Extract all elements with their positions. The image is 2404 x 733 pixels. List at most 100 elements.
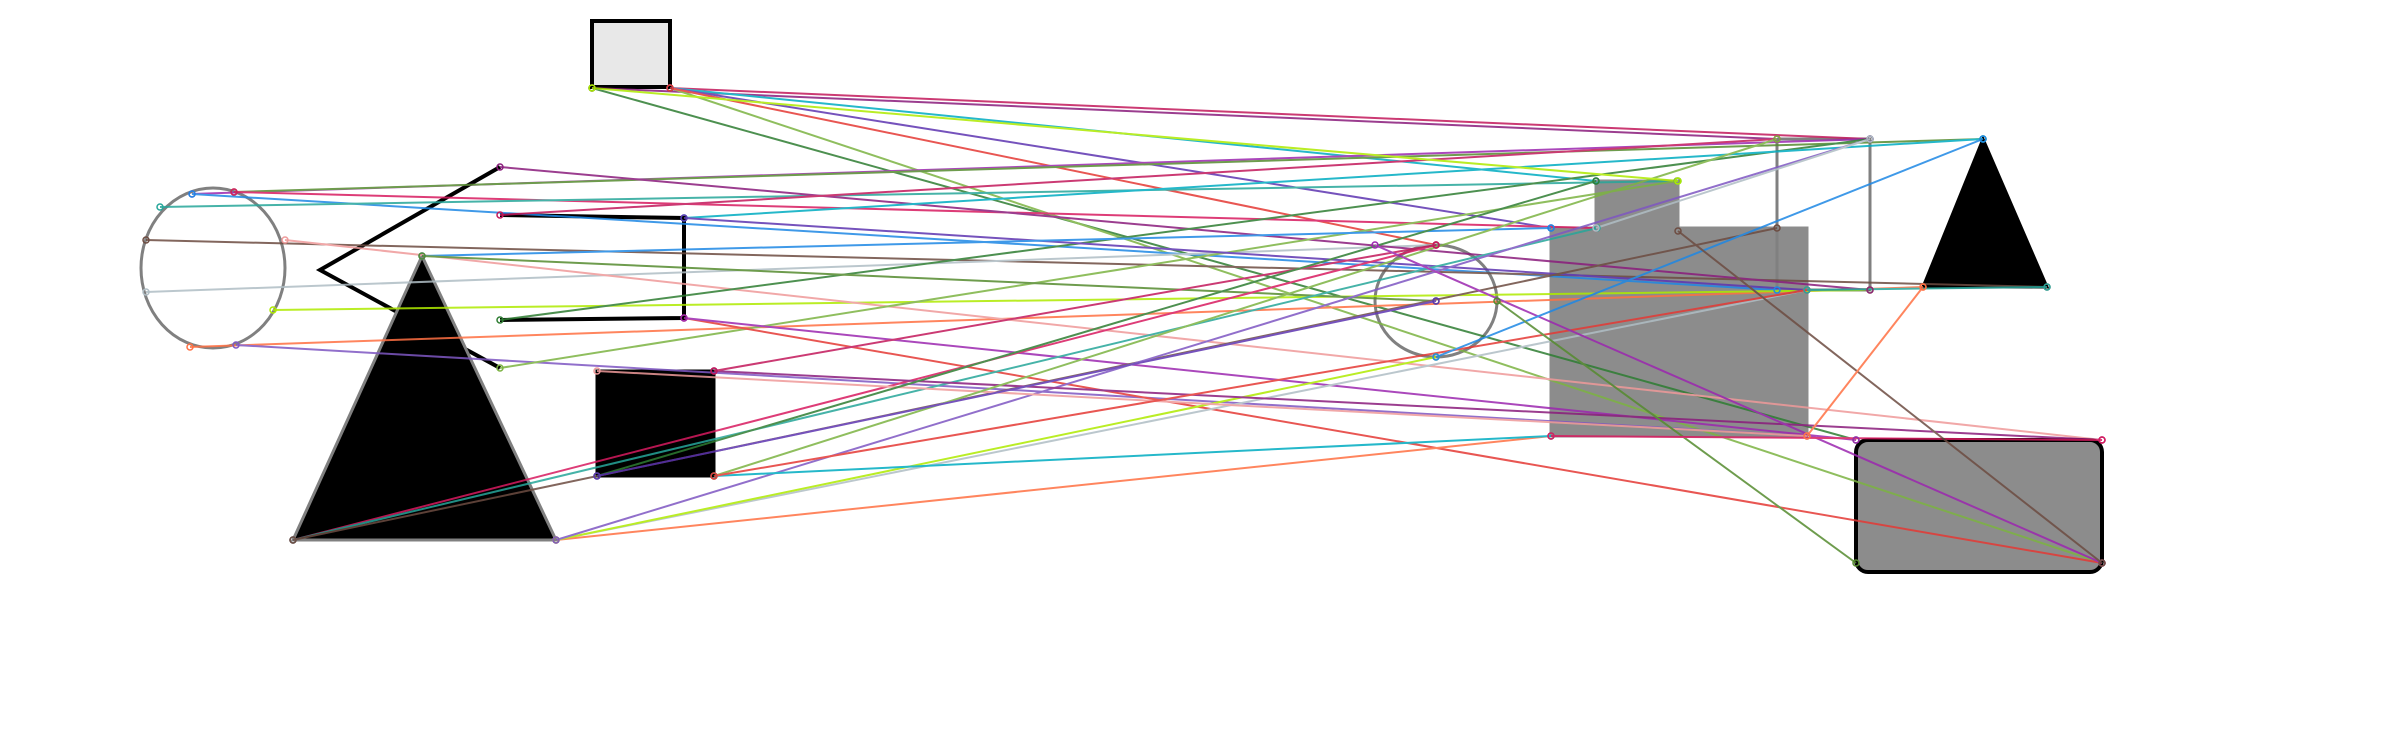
connector-line: [1806, 286, 1924, 437]
endpoint-marker: [710, 367, 718, 375]
connector-line: [499, 138, 1778, 216]
connector-line: [499, 138, 1871, 321]
endpoint-marker: [281, 236, 289, 244]
connector-line: [284, 239, 2103, 441]
connector-line: [159, 180, 1679, 208]
connector-line: [591, 87, 1778, 140]
connector-line: [596, 300, 1437, 477]
connector-line: [233, 138, 1984, 193]
endpoint-marker: [2098, 436, 2106, 444]
connectors-layer: [145, 87, 2103, 564]
connector-line: [669, 87, 1552, 229]
endpoint-marker: [1919, 283, 1927, 291]
endpoint-marker: [1432, 353, 1440, 361]
endpoint-marker: [1432, 297, 1440, 305]
endpoint-marker: [1979, 135, 1987, 143]
endpoint-marker: [269, 306, 277, 314]
shapes-layer: [139, 19, 2104, 574]
endpoint-marker: [1866, 135, 1874, 143]
endpoint-marker: [1493, 297, 1501, 305]
connector-line: [292, 244, 1437, 541]
endpoint-marker: [1547, 432, 1555, 440]
connector-line: [189, 286, 1924, 348]
connector-line: [591, 87, 1679, 182]
connector-line: [713, 138, 1778, 477]
endpoint-marker: [2043, 283, 2051, 291]
endpoint-marker: [1852, 559, 1860, 567]
connector-line: [1435, 138, 1984, 358]
endpoint-marker: [289, 536, 297, 544]
endpoint-marker: [496, 364, 504, 372]
connector-line: [235, 344, 1808, 437]
endpoint-marker: [1866, 286, 1874, 294]
connector-line: [272, 289, 1871, 311]
endpoint-marker: [552, 536, 560, 544]
endpoint-marker: [496, 211, 504, 219]
connector-line: [713, 244, 1437, 372]
connector-line: [499, 180, 1678, 369]
endpoint-marker: [1432, 241, 1440, 249]
left-ellipse: [139, 186, 287, 350]
endpoint-marker: [593, 472, 601, 480]
connector-line: [233, 191, 1597, 229]
endpoint-marker: [680, 214, 688, 222]
endpoint-marker: [232, 341, 240, 349]
endpoint-marker: [1773, 135, 1781, 143]
connector-line: [555, 435, 1552, 541]
connector-line: [591, 87, 1857, 441]
endpoint-marker: [1371, 241, 1379, 249]
connector-line: [555, 289, 1808, 541]
connector-line: [669, 87, 2103, 564]
connector-line: [555, 356, 1437, 541]
endpoint-marker: [1674, 177, 1682, 185]
endpoint-marker: [418, 252, 426, 260]
endpoint-marker: [142, 236, 150, 244]
endpoint-marker: [1803, 286, 1811, 294]
black-square: [595, 369, 716, 478]
connector-line: [713, 370, 2103, 441]
endpoint-marker: [142, 288, 150, 296]
endpoint-marker: [1674, 227, 1682, 235]
endpoint-marker: [2098, 559, 2106, 567]
endpoint-marker: [1592, 177, 1600, 185]
endpoint-marker: [230, 188, 238, 196]
connector-line: [713, 289, 1808, 477]
endpoint-marker: [188, 190, 196, 198]
connector-line: [1677, 230, 2103, 564]
connector-line: [1496, 300, 1857, 564]
endpoint-marker: [1773, 286, 1781, 294]
connector-line: [421, 255, 1437, 302]
endpoint-marker: [588, 84, 596, 92]
endpoint-marker: [186, 343, 194, 351]
endpoint-marker: [496, 316, 504, 324]
large-black-triangle: [290, 252, 559, 542]
connector-line: [1806, 286, 2048, 291]
connector-line: [596, 370, 1808, 437]
rounded-gray-rectangle: [1854, 438, 2104, 574]
connector-line: [713, 435, 1552, 477]
connector-line: [669, 87, 1871, 140]
endpoint-marker: [1803, 432, 1811, 440]
connector-line: [683, 138, 1984, 219]
endpoint-marker: [156, 203, 164, 211]
connector-line: [1595, 138, 1871, 229]
connector-line: [683, 317, 2103, 564]
connector-line: [292, 227, 1598, 541]
connector-line: [145, 239, 2048, 288]
connector-line: [1550, 435, 2103, 441]
endpoint-marker: [496, 163, 504, 171]
endpoint-marker: [1852, 436, 1860, 444]
endpoint-marker: [1592, 224, 1600, 232]
endpoint-marker: [680, 314, 688, 322]
connector-line: [596, 180, 1597, 477]
endpoint-marker: [1547, 224, 1555, 232]
endpoint-marker: [593, 367, 601, 375]
small-light-square: [590, 19, 672, 89]
connector-line: [421, 227, 1552, 257]
endpoint-marker: [1773, 224, 1781, 232]
endpoint-marker: [710, 472, 718, 480]
markers-layer: [142, 84, 2106, 567]
connector-line: [683, 217, 1808, 291]
endpoint-marker: [666, 84, 674, 92]
